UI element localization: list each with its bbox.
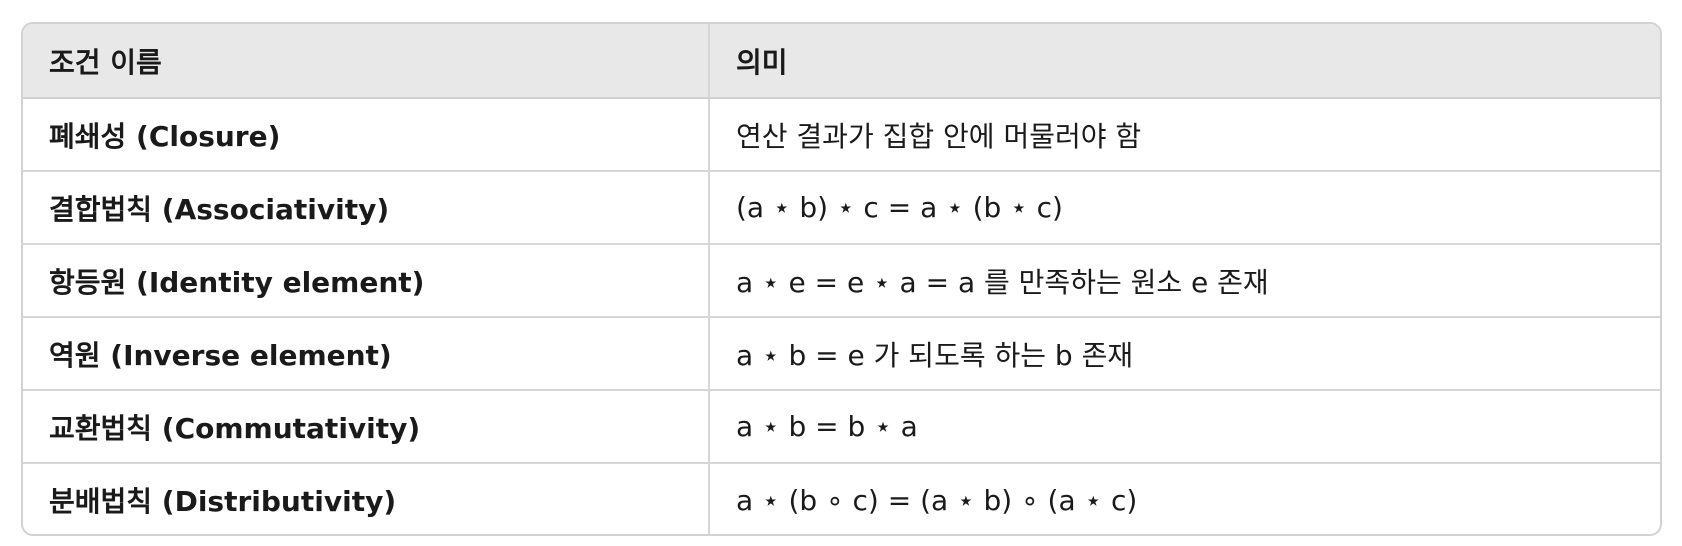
condition-meaning-cell: a ⋆ (b ∘ c) = (a ⋆ b) ∘ (a ⋆ c) (736, 483, 1138, 517)
table-row: 항등원 (Identity element) a ⋆ e = e ⋆ a = a… (23, 244, 1660, 318)
table-row: 교환법칙 (Commutativity) a ⋆ b = b ⋆ a (23, 390, 1660, 464)
table-row: 폐쇄성 (Closure) 연산 결과가 집합 안에 머물러야 함 (23, 98, 1660, 172)
condition-meaning-cell: (a ⋆ b) ⋆ c = a ⋆ (b ⋆ c) (709, 171, 1660, 245)
conditions-table-grid: 조건 이름 의미 폐쇄성 (Closure) 연산 결과가 집합 안에 머물러야… (23, 24, 1660, 534)
condition-meaning-cell: a ⋆ e = e ⋆ a = a 를 만족하는 원소 e 존재 (709, 244, 1660, 318)
header-row: 조건 이름 의미 (23, 24, 1660, 99)
table-row: 결합법칙 (Associativity) (a ⋆ b) ⋆ c = a ⋆ (… (23, 171, 1660, 245)
condition-meaning-cell: 연산 결과가 집합 안에 머물러야 함 (709, 98, 1660, 172)
condition-name-cell: 교환법칙 (Commutativity) (23, 390, 710, 464)
condition-meaning-cell: a ⋆ b = e 가 되도록 하는 b 존재 (709, 317, 1660, 391)
conditions-table: 조건 이름 의미 폐쇄성 (Closure) 연산 결과가 집합 안에 머물러야… (21, 22, 1662, 536)
condition-name-cell: 항등원 (Identity element) (23, 244, 710, 318)
condition-meaning-cell: a ⋆ b = b ⋆ a (709, 390, 1660, 464)
condition-name-cell: 분배법칙 (Distributivity) (23, 463, 710, 534)
table-row: 분배법칙 (Distributivity) a ⋆ (b ∘ c) = (a ⋆… (23, 463, 1660, 534)
condition-name-cell: 결합법칙 (Associativity) (23, 171, 710, 245)
header-condition-name: 조건 이름 (23, 24, 710, 99)
header-meaning: 의미 (709, 24, 1660, 99)
table-header: 조건 이름 의미 (23, 24, 1660, 99)
condition-name-cell: 폐쇄성 (Closure) (23, 98, 710, 172)
condition-name-cell: 역원 (Inverse element) (23, 317, 710, 391)
table-body: 폐쇄성 (Closure) 연산 결과가 집합 안에 머물러야 함 결합법칙 (… (23, 98, 1660, 534)
table-row: 역원 (Inverse element) a ⋆ b = e 가 되도록 하는 … (23, 317, 1660, 391)
